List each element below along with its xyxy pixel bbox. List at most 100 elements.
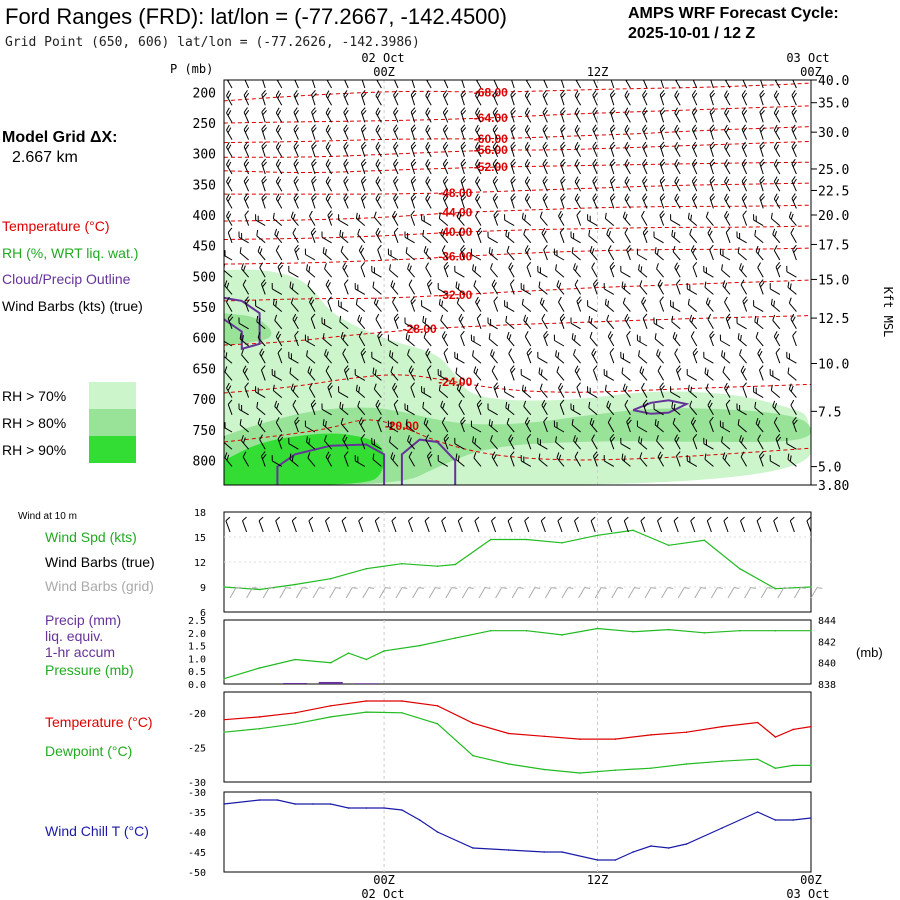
wind-barb bbox=[458, 313, 465, 330]
wind-barb bbox=[753, 386, 764, 399]
wind-barb bbox=[573, 435, 581, 450]
surface-wind-barb-true bbox=[756, 516, 762, 533]
wind-barb bbox=[542, 90, 548, 106]
cloud-outlines bbox=[224, 296, 690, 485]
wind-barb bbox=[272, 384, 283, 398]
legend-cloud: Cloud/Precip Outline bbox=[2, 271, 131, 287]
isotherm-line bbox=[224, 315, 811, 346]
wind-barb bbox=[475, 193, 482, 209]
wind-barb bbox=[657, 451, 665, 467]
wind-barb bbox=[558, 296, 565, 312]
wind-barb bbox=[659, 90, 666, 106]
wind-barb bbox=[261, 158, 267, 175]
wind-barb bbox=[704, 281, 714, 295]
wind-barb bbox=[360, 176, 367, 192]
bottom-date-left: 02 Oct bbox=[361, 887, 404, 900]
wind-barb bbox=[473, 366, 482, 381]
pressure-line-point bbox=[383, 650, 385, 652]
surface-wind-barb-grid bbox=[495, 587, 508, 599]
wind-barb bbox=[624, 124, 631, 140]
surface-wind-barb-grid bbox=[428, 587, 441, 599]
wind-barb bbox=[592, 80, 598, 89]
surface-wind-barb-true bbox=[607, 516, 613, 533]
windchill-line-point bbox=[383, 807, 385, 809]
surface-wind-barb-grid bbox=[362, 587, 375, 599]
dewpoint-series-label: Dewpoint (°C) bbox=[45, 743, 132, 759]
wind-barb bbox=[272, 212, 283, 226]
top-date-left: 02 Oct bbox=[361, 51, 404, 65]
wind-barb bbox=[724, 124, 731, 140]
isotherm-line bbox=[224, 225, 811, 240]
wind-barb bbox=[338, 386, 349, 399]
isotherm-label: -28.00 bbox=[403, 322, 437, 336]
wind-barb bbox=[587, 214, 598, 227]
wind-barb bbox=[524, 245, 532, 261]
wind-barb bbox=[243, 141, 250, 158]
wind-barb bbox=[438, 212, 449, 226]
wind-barb bbox=[656, 435, 664, 450]
wind-barb bbox=[360, 158, 367, 175]
wind-barb bbox=[260, 451, 267, 467]
wind-barb bbox=[491, 451, 499, 467]
wind-panel: 6 9 12 15 18 bbox=[194, 508, 823, 619]
isotherm-line bbox=[224, 204, 811, 222]
wind-barb bbox=[492, 124, 499, 140]
temperature-line-point bbox=[365, 700, 368, 702]
wind-barb bbox=[510, 158, 516, 175]
wind-barb bbox=[259, 348, 266, 364]
wind-barb bbox=[689, 314, 698, 330]
temperature-line-point bbox=[472, 722, 474, 724]
dewpoint-line-point bbox=[436, 723, 439, 725]
wind-barb bbox=[393, 313, 400, 329]
wind-barb bbox=[375, 159, 382, 175]
wind-barb bbox=[244, 210, 250, 226]
wind-barb bbox=[437, 455, 449, 467]
wind-barb bbox=[294, 416, 300, 433]
pressure-line-point bbox=[347, 652, 350, 654]
height-axis-label: Kft MSL bbox=[881, 287, 895, 338]
bottom-date-right: 03 Oct bbox=[786, 887, 829, 900]
wind-barb bbox=[741, 80, 748, 89]
wind-barb bbox=[226, 141, 233, 158]
wind-barb bbox=[261, 193, 267, 209]
wind-barb bbox=[226, 90, 233, 106]
wind-barb bbox=[423, 417, 432, 433]
wind-barb bbox=[260, 365, 266, 381]
temperature-series-label: Temperature (°C) bbox=[45, 714, 153, 730]
wind-barb bbox=[553, 334, 565, 347]
y-tick-label: 9 bbox=[200, 583, 206, 594]
wind-barb bbox=[410, 124, 417, 140]
windchill-line-point bbox=[721, 827, 723, 829]
wind-barb bbox=[493, 210, 499, 226]
wind-barb bbox=[542, 124, 548, 140]
wind-barb bbox=[642, 90, 648, 106]
wind-barb bbox=[325, 124, 333, 140]
isotherm-line bbox=[224, 161, 811, 174]
wind-barb bbox=[521, 212, 532, 226]
wind-barb bbox=[325, 365, 333, 381]
wind-barb bbox=[753, 214, 764, 227]
wind-barb bbox=[624, 176, 631, 192]
wind-barb bbox=[340, 245, 349, 261]
wind-barb bbox=[724, 141, 731, 158]
surface-wind-barb-grid bbox=[246, 587, 259, 599]
wind-barb bbox=[289, 367, 299, 381]
wind-barb bbox=[691, 158, 698, 175]
wind-barb bbox=[510, 124, 516, 140]
y-tick-label: -45 bbox=[188, 848, 206, 859]
wind-barb bbox=[506, 417, 515, 433]
y-tick-label: 1.0 bbox=[188, 654, 206, 665]
wind-barb bbox=[571, 247, 581, 261]
wind-barb bbox=[659, 158, 666, 175]
y-tick-label: 2.0 bbox=[188, 629, 206, 640]
wind-barb bbox=[243, 80, 250, 89]
wind-barb bbox=[609, 124, 616, 140]
wind-barb bbox=[226, 193, 233, 209]
wind-barb bbox=[354, 283, 366, 295]
wind-barb bbox=[373, 297, 382, 312]
dewpoint-line-point bbox=[543, 768, 545, 771]
wind-barb bbox=[476, 313, 482, 329]
wind-barb bbox=[275, 417, 283, 433]
wind-barb bbox=[377, 244, 382, 261]
wind-barb bbox=[524, 141, 532, 158]
